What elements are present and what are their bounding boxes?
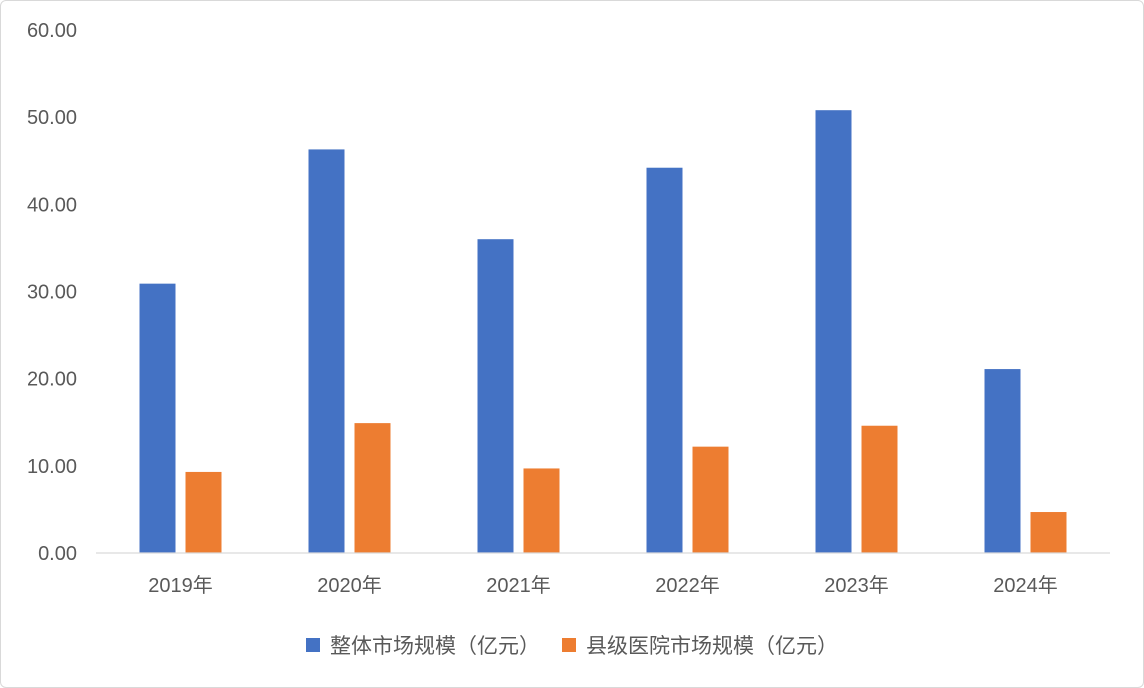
y-tick-label: 40.00 — [27, 194, 77, 216]
y-tick-label: 20.00 — [27, 369, 77, 391]
bar-county-hospital-market — [354, 423, 391, 553]
x-tick-label: 2023年 — [824, 574, 889, 597]
bar-group — [646, 167, 729, 553]
bar-group — [308, 149, 391, 553]
bar-county-hospital-market — [523, 468, 560, 553]
legend-item-county-hospital-market: 县级医院市场规模（亿元） — [562, 630, 838, 660]
y-tick-label: 60.00 — [27, 20, 77, 42]
x-tick-label: 2019年 — [148, 574, 213, 597]
x-tick-label: 2020年 — [317, 574, 382, 597]
bar-county-hospital-market — [1030, 512, 1067, 553]
bar-overall-market — [477, 239, 514, 553]
y-tick-label: 50.00 — [27, 107, 77, 129]
bar-overall-market — [646, 167, 683, 553]
y-axis: 0.00 10.00 20.00 30.00 40.00 50.00 60.00 — [27, 20, 77, 565]
x-tick-label: 2022年 — [655, 574, 720, 597]
bars — [139, 110, 1067, 554]
bar-group — [139, 283, 222, 553]
bar-overall-market — [984, 369, 1021, 553]
x-tick-label: 2024年 — [993, 574, 1058, 597]
legend-item-overall-market: 整体市场规模（亿元） — [306, 630, 540, 660]
bar-group — [477, 239, 560, 553]
legend: 整体市场规模（亿元） 县级医院市场规模（亿元） — [0, 630, 1144, 660]
y-tick-label: 30.00 — [27, 282, 77, 304]
bar-county-hospital-market — [185, 471, 222, 553]
legend-label-county-hospital-market: 县级医院市场规模（亿元） — [586, 635, 838, 658]
bar-group — [984, 369, 1067, 553]
legend-swatch-overall-market — [306, 638, 320, 652]
legend-label-overall-market: 整体市场规模（亿元） — [330, 635, 540, 658]
y-tick-label: 10.00 — [27, 456, 77, 478]
x-axis: 2019年 2020年 2021年 2022年 2023年 2024年 — [148, 574, 1058, 597]
bar-overall-market — [308, 149, 345, 553]
bar-group — [815, 110, 898, 554]
bar-overall-market — [139, 283, 176, 553]
legend-swatch-county-hospital-market — [562, 638, 576, 652]
y-tick-label: 0.00 — [38, 543, 77, 565]
bar-overall-market — [815, 110, 852, 554]
bar-county-hospital-market — [861, 425, 898, 553]
x-tick-label: 2021年 — [486, 574, 551, 597]
bar-county-hospital-market — [692, 446, 729, 553]
